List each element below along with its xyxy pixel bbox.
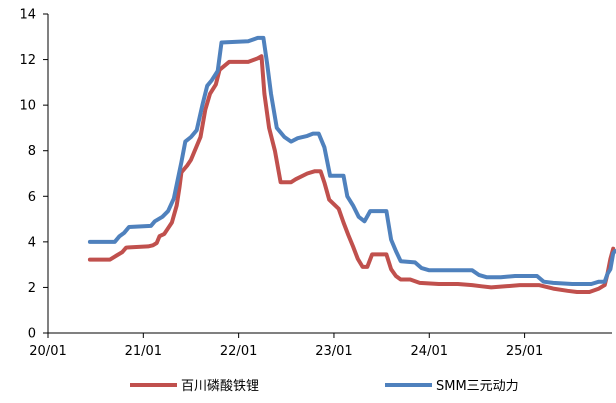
y-tick-label: 10 [19,99,36,114]
y-tick-label: 2 [28,281,36,296]
y-tick-label: 12 [19,53,36,68]
y-tick-label: 0 [28,327,36,342]
x-tick-label: 25/01 [506,344,543,359]
y-tick-label: 14 [19,8,36,23]
legend-label-2: SMM三元动力 [436,379,519,394]
legend-label-1: 百川磷酸铁锂 [181,379,259,394]
x-tick-label: 20/01 [29,344,66,359]
x-tick-label: 22/01 [220,344,257,359]
x-tick-label: 24/01 [411,344,448,359]
series-line-1 [87,54,616,294]
y-tick-label: 6 [28,190,36,205]
x-axis: 20/01 21/01 22/01 23/01 24/01 25/01 [29,332,612,359]
y-axis: 0 2 4 6 8 10 12 14 [19,8,49,342]
plot-area [87,35,616,294]
legend: 百川磷酸铁锂 SMM三元动力 [130,379,519,394]
x-tick-label: 21/01 [125,344,162,359]
y-tick-label: 4 [28,235,36,250]
y-tick-label: 8 [28,144,36,159]
x-tick-label: 23/01 [315,344,352,359]
series-line-2 [87,35,616,286]
